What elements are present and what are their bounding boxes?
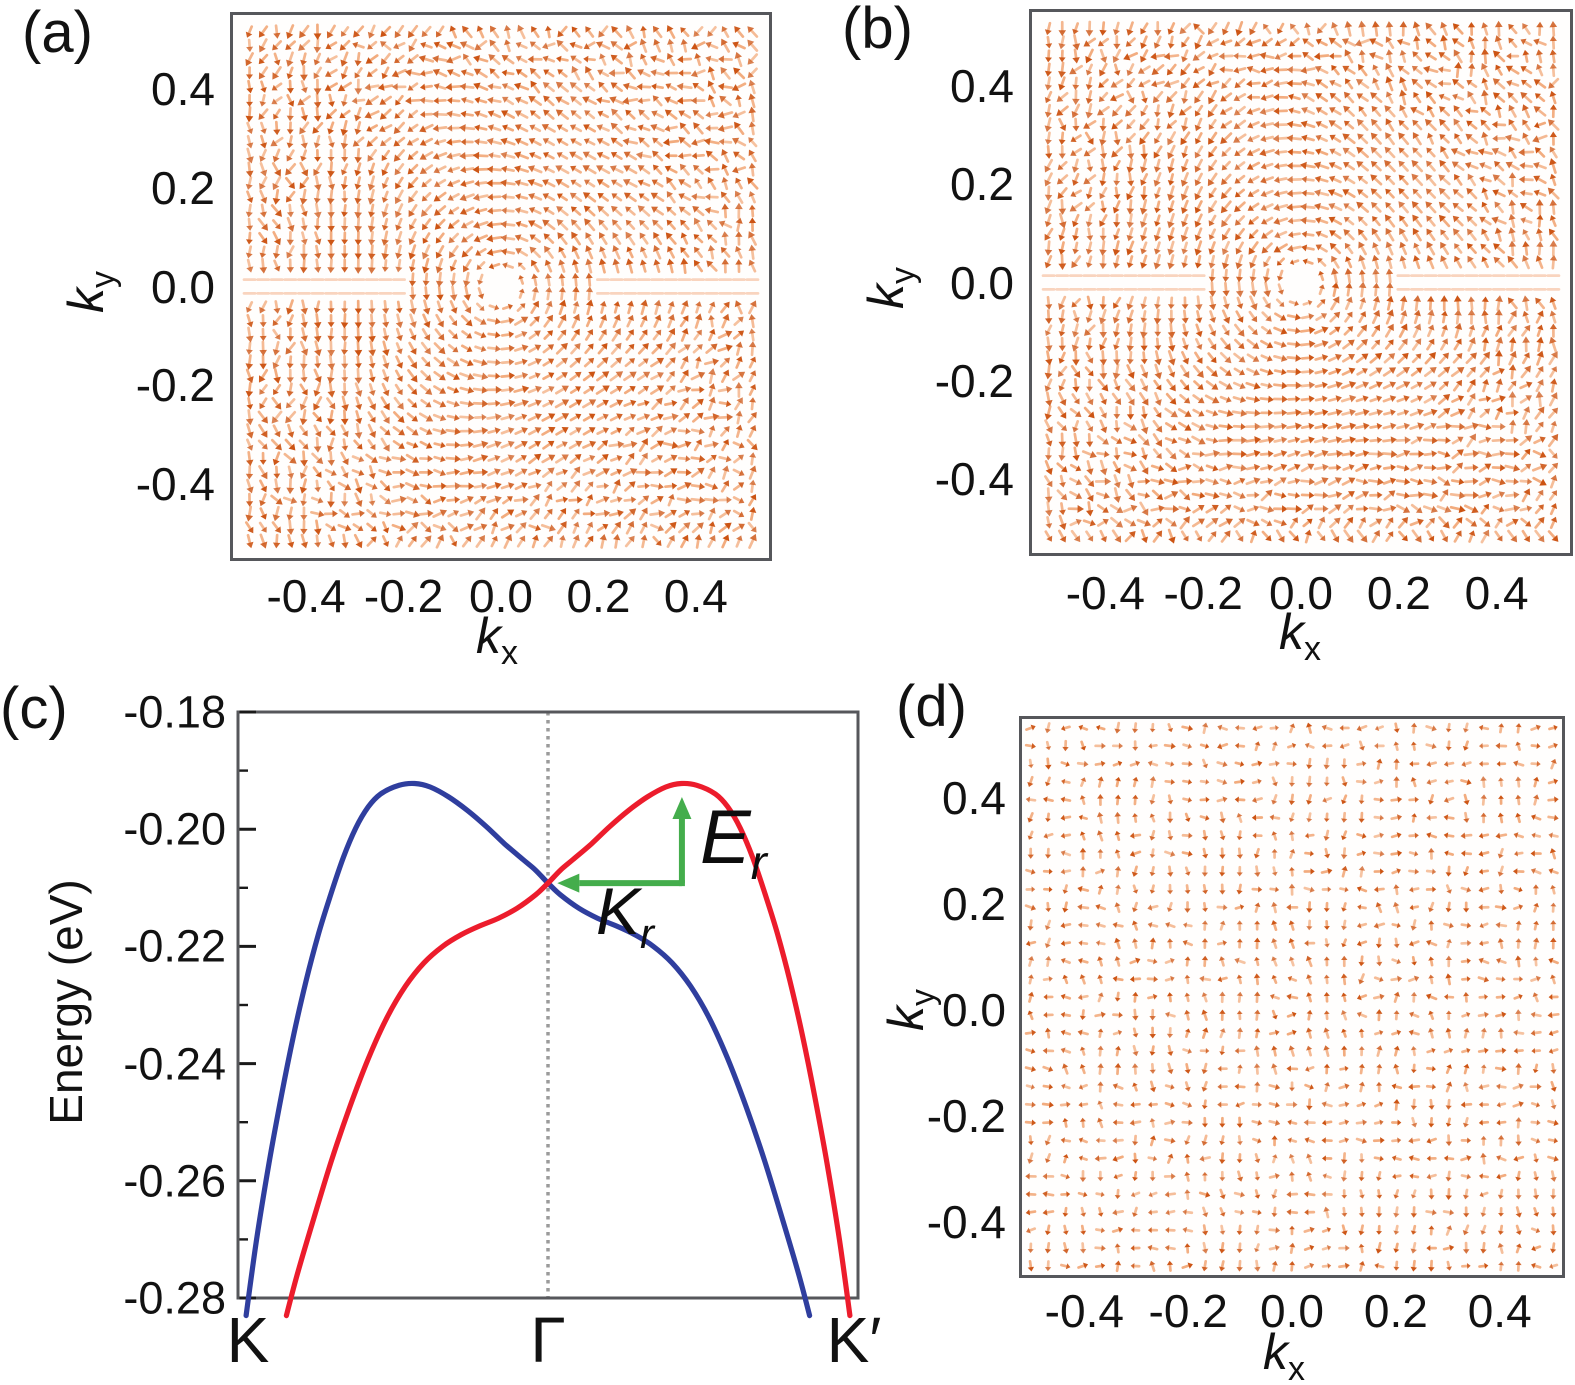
panel-c-y-tick-label-0: -0.18	[123, 686, 226, 738]
panel-a-y-tick-label-0: 0.4	[151, 63, 215, 116]
panel-d-y-tick-label-0: 0.4	[942, 772, 1006, 825]
ky-label-sub: y	[904, 989, 942, 1006]
panel-c-x-tick-label-2: K′	[826, 1304, 882, 1376]
panel-d-y-tick-label-1: 0.2	[942, 878, 1006, 931]
panel-a-x-tick-label-4: 0.4	[663, 570, 728, 622]
panel-a-label: (a)	[22, 0, 93, 65]
kx-label-base: k	[1279, 604, 1304, 660]
panel-a-x-axis-label: kx	[476, 608, 518, 670]
annotation-Er-label: Er	[700, 800, 767, 888]
kx-label-sub: x	[1288, 1350, 1305, 1385]
kx-label-base: k	[1263, 1324, 1288, 1380]
panel-a-x-tick-label-2: 0.0	[469, 570, 533, 622]
ky-label-base: k	[878, 1006, 934, 1031]
panel-b-y-tick-label-4: -0.4	[934, 453, 1014, 506]
panel-c-y-tick-label-1: -0.20	[123, 803, 226, 855]
panel-d-x-tick-label-2: 0.0	[1260, 1285, 1324, 1337]
panel-a-y-tick-label-1: 0.2	[151, 161, 215, 214]
panel-c-y-tick-label-5: -0.28	[123, 1272, 226, 1324]
Kr-sub: r	[640, 910, 655, 958]
panel-c-y-axis-label: Energy (eV)	[40, 879, 92, 1125]
panel-d-y-tick-label-4: -0.4	[926, 1196, 1006, 1249]
annotation-arrow-head-E	[672, 796, 692, 819]
panel-b-y-tick-label-1: 0.2	[950, 158, 1014, 211]
panel-c-y-tick-label-4: -0.26	[123, 1155, 226, 1207]
panel-c-x-tick-label-1: Γ	[530, 1304, 566, 1376]
panel-a-x-tick-label-3: 0.2	[566, 570, 631, 622]
panel-b-x-tick-label-0: -0.4	[1065, 567, 1145, 619]
panel-d-x-tick-label-3: 0.2	[1363, 1285, 1428, 1337]
Kr-base: K	[596, 874, 641, 948]
panel-b-label: (b)	[842, 0, 913, 61]
Er-sub: r	[750, 837, 767, 891]
panel-a-y-tick-label-2: 0.0	[151, 260, 215, 313]
panel-d-quiver-plot	[1019, 716, 1565, 1278]
panel-a-quiver-plot	[230, 12, 772, 561]
panel-a-x-tick-label-0: -0.4	[266, 570, 346, 622]
panel-a-x-tick-label-1: -0.2	[363, 570, 444, 622]
kx-label-sub: x	[501, 634, 518, 672]
annotation-arrow-head-K	[557, 873, 580, 893]
band-curve-red	[283, 780, 853, 1319]
kx-label-base: k	[476, 608, 501, 664]
panel-c-frame	[236, 710, 860, 1300]
band-curve-blue	[243, 780, 813, 1319]
panel-d-y-axis-label: ky	[878, 989, 942, 1031]
panel-a-y-tick-label-3: -0.2	[135, 359, 215, 412]
panel-d-y-tick-label-3: -0.2	[926, 1090, 1006, 1143]
panel-c-y-tick-label-3: -0.24	[123, 1038, 226, 1090]
panel-b-quiver-plot	[1029, 9, 1573, 556]
annotation-Kr-label: Kr	[596, 878, 654, 955]
panel-c-y-tick-label-2: -0.22	[123, 920, 226, 972]
panel-b-x-tick-label-3: 0.2	[1366, 567, 1431, 619]
annotation-arrow-corner	[678, 880, 685, 887]
panel-c-x-tick-label-0: K	[226, 1304, 270, 1376]
panel-d-y-tick-label-2: 0.0	[942, 984, 1006, 1037]
panel-b-x-axis-label: kx	[1279, 604, 1321, 666]
panel-b-y-tick-label-0: 0.4	[950, 59, 1014, 112]
Er-base: E	[700, 795, 751, 880]
panel-d-x-axis-label: kx	[1263, 1324, 1305, 1385]
panel-b-y-tick-label-3: -0.2	[934, 354, 1014, 407]
panel-c-label: (c)	[0, 676, 68, 741]
panel-d-x-tick-label-4: 0.4	[1467, 1285, 1532, 1337]
panel-d-x-tick-label-0: -0.4	[1044, 1285, 1124, 1337]
kx-label-sub: x	[1304, 630, 1321, 668]
panel-a-y-tick-label-4: -0.4	[135, 457, 215, 510]
panel-d-x-tick-label-1: -0.2	[1148, 1285, 1228, 1337]
panel-d-label: (d)	[896, 674, 967, 739]
panel-b-x-tick-label-1: -0.2	[1163, 567, 1243, 619]
panel-b-x-tick-label-4: 0.4	[1464, 567, 1529, 619]
panel-b-x-tick-label-2: 0.0	[1269, 567, 1333, 619]
panel-b-y-tick-label-2: 0.0	[950, 256, 1014, 309]
